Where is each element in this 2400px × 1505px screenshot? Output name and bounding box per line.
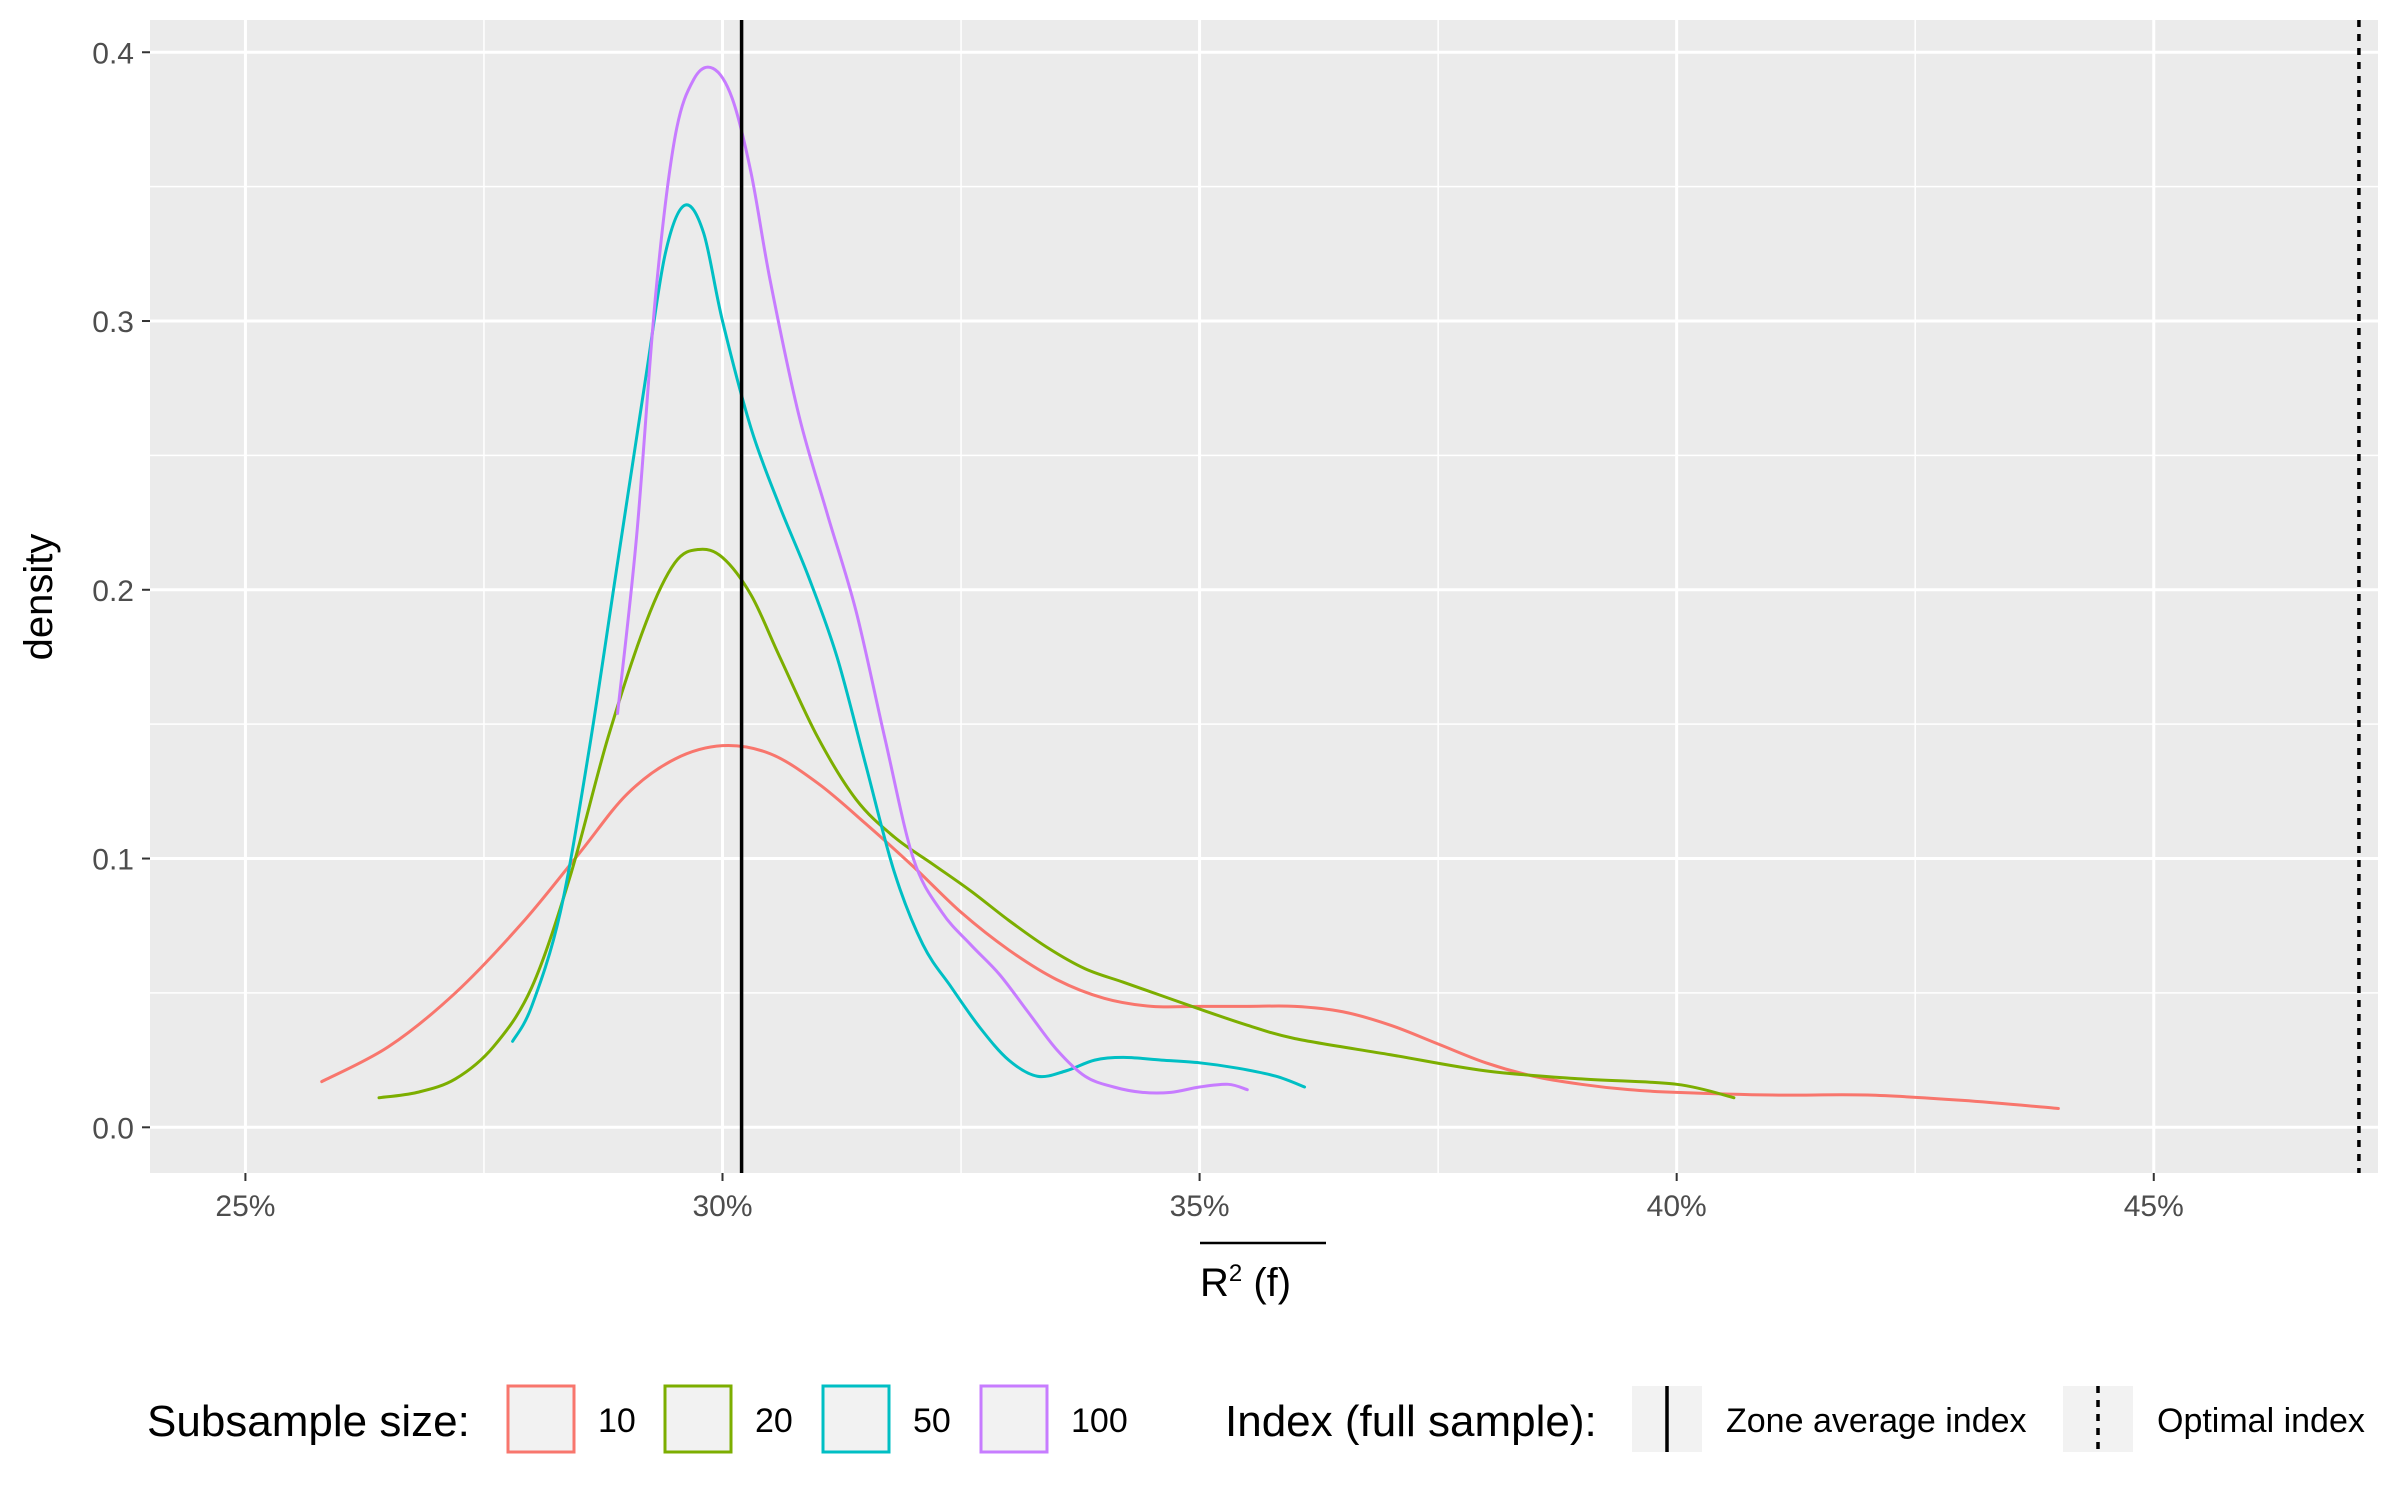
legend-label-optimal-index: Optimal index <box>2157 1402 2365 1440</box>
legend-label-20: 20 <box>755 1402 793 1440</box>
reference-lines <box>739 20 2361 1173</box>
density-curve-20 <box>377 547 1736 1100</box>
grid-lines <box>150 20 2378 1173</box>
y-tick-label: 0.4 <box>92 37 134 70</box>
legend-line-title: Index (full sample): <box>1225 1397 1597 1446</box>
x-tick-label: 30% <box>692 1190 752 1223</box>
x-tick-label: 35% <box>1170 1190 1230 1223</box>
legend-key-10 <box>506 1384 576 1454</box>
y-tick-label: 0.3 <box>92 306 134 339</box>
density-curve-100 <box>616 65 1249 1095</box>
y-tick-label: 0.0 <box>92 1112 134 1145</box>
x-axis-title-superscript: 2 <box>1229 1260 1242 1287</box>
plot-panel <box>150 20 2378 1173</box>
x-tick-label: 45% <box>2124 1190 2184 1223</box>
legend: Subsample size: Index (full sample): 10 2… <box>147 1384 2365 1454</box>
density-curve-50 <box>511 203 1307 1089</box>
x-axis-title: R2 (f) <box>1200 1241 1326 1305</box>
x-axis-title-text: R2 (f) <box>1200 1260 1291 1305</box>
x-tick-label: 25% <box>215 1190 275 1223</box>
legend-key-50 <box>821 1384 891 1454</box>
density-curves <box>320 65 2060 1110</box>
legend-label-10: 10 <box>598 1402 636 1440</box>
legend-color-title: Subsample size: <box>147 1397 470 1446</box>
legend-key-20 <box>663 1384 733 1454</box>
x-tick-label: 40% <box>1647 1190 1707 1223</box>
axes: 25% 30% 35% 40% 45% 0.0 0.1 0.2 0.3 0.4 <box>92 37 2184 1223</box>
x-axis-title-rest: (f) <box>1242 1261 1291 1305</box>
legend-label-50: 50 <box>913 1402 951 1440</box>
y-tick-label: 0.2 <box>92 575 134 608</box>
legend-label-zone-average-index: Zone average index <box>1726 1402 2027 1440</box>
y-axis-title: density <box>17 534 61 661</box>
legend-label-100: 100 <box>1071 1402 1128 1440</box>
legend-key-100 <box>979 1384 1049 1454</box>
x-axis-title-main: R <box>1200 1261 1229 1305</box>
density-curve-10 <box>320 743 2060 1110</box>
y-tick-label: 0.1 <box>92 844 134 877</box>
